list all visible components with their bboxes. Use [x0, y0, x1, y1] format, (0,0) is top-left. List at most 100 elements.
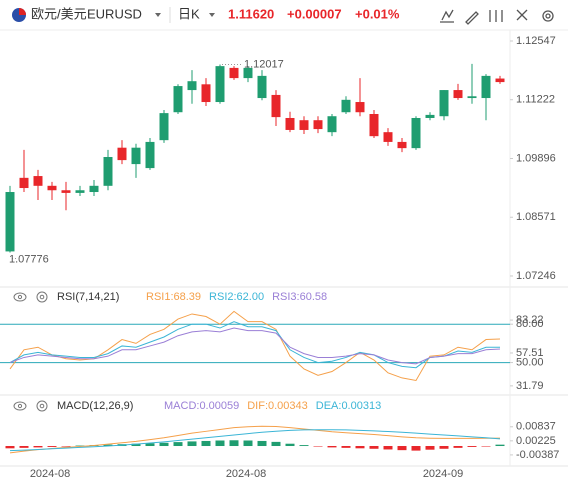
legend-entry: MACD:0.00059	[164, 400, 239, 412]
candle-body	[299, 120, 309, 130]
candle-body	[481, 75, 491, 99]
candle-body	[271, 94, 281, 118]
candle-body	[313, 120, 323, 130]
y-tick-label: 83.22	[516, 314, 544, 326]
price: 1.11620	[228, 6, 274, 21]
candle-body	[187, 81, 197, 91]
period[interactable]: 日K	[178, 6, 200, 21]
macd-bar	[355, 446, 365, 449]
macd-bar	[481, 446, 491, 447]
macd-bar	[411, 446, 421, 451]
macd-bar	[131, 443, 141, 447]
y-tick-label: 0.00837	[516, 421, 556, 433]
candle-body	[327, 116, 337, 133]
y-tick-label: -0.00387	[516, 449, 559, 461]
macd-bar	[33, 446, 43, 448]
macd-bar	[187, 441, 197, 447]
candle-body	[411, 117, 421, 149]
draw-button[interactable]	[465, 11, 479, 25]
macd-bar	[439, 446, 449, 449]
macd-bar	[61, 446, 71, 447]
low-label: 1.07776	[9, 253, 49, 265]
y-tick-label: 1.09896	[516, 152, 556, 164]
candle-body	[355, 102, 365, 113]
candle-body	[495, 78, 505, 83]
change-pct: +0.01%	[355, 6, 400, 21]
x-tick-label: 2024-08	[226, 468, 266, 480]
macd-bar	[313, 446, 323, 447]
candle-body	[117, 147, 127, 161]
candle-body	[369, 114, 379, 137]
y-tick-label: 80.00	[516, 318, 544, 330]
candle-body	[467, 96, 477, 99]
candle-body	[425, 114, 435, 118]
pair-name[interactable]: 欧元/美元	[31, 6, 87, 21]
candle-body	[61, 190, 71, 193]
flag-icon	[12, 8, 26, 22]
candle-body	[47, 185, 57, 191]
candle-body	[439, 90, 449, 117]
indicator-line	[9, 327, 501, 365]
compare-button[interactable]	[489, 10, 503, 22]
y-tick-label: 1.08571	[516, 211, 556, 223]
dropdown-caret[interactable]	[209, 13, 215, 17]
macd-bar	[229, 440, 239, 447]
candle-body	[103, 157, 113, 186]
macd-bar	[47, 446, 57, 447]
macd-bar	[257, 440, 267, 447]
macd-bar	[103, 444, 113, 447]
macd-bar	[75, 445, 85, 447]
settings-button[interactable]	[542, 10, 554, 22]
legend-entry: RSI3:60.58	[272, 291, 327, 303]
y-tick-label: 1.11222	[516, 94, 555, 106]
macd-bar	[173, 442, 183, 447]
dropdown-caret[interactable]	[155, 13, 161, 17]
rsi-title: RSI(7,14,21)	[57, 291, 119, 303]
candle-body	[75, 190, 85, 193]
legend-entry: RSI1:68.39	[146, 291, 201, 303]
legend-entry: DIF:0.00343	[247, 400, 308, 412]
fullscreen-button[interactable]	[516, 9, 528, 21]
legend-entry: DEA:0.00313	[316, 400, 381, 412]
macd-bar	[285, 443, 295, 447]
macd-bar	[19, 446, 29, 448]
candle-body	[285, 117, 295, 130]
y-tick-label: 50.00	[516, 356, 544, 368]
y-tick-label: 1.12547	[516, 35, 556, 47]
macd-bar	[397, 446, 407, 451]
candle-body	[215, 66, 225, 103]
rsi-controls[interactable]	[13, 291, 48, 303]
candle-body	[201, 84, 211, 103]
candle-body	[243, 67, 253, 79]
candle-body	[19, 177, 29, 189]
macd-bar	[201, 440, 211, 447]
macd-bar	[467, 446, 477, 447]
change: +0.00007	[287, 6, 342, 21]
macd-bar	[243, 440, 253, 447]
y-tick-label: 31.79	[516, 380, 544, 392]
symbol[interactable]: EURUSD	[87, 6, 142, 21]
macd-bar	[5, 446, 15, 449]
y-tick-label: 1.07246	[516, 270, 556, 282]
macd-controls[interactable]	[13, 400, 48, 412]
candle-body	[145, 141, 155, 169]
legend-entry: RSI2:62.00	[209, 291, 264, 303]
high-label: 1.12017	[244, 58, 284, 70]
indicator-button[interactable]	[440, 9, 454, 23]
macd-bar	[369, 446, 379, 449]
x-tick-label: 2024-08	[30, 468, 70, 480]
candle-body	[397, 141, 407, 149]
macd-bar	[495, 444, 505, 447]
indicator-line	[9, 425, 501, 454]
candle-body	[341, 99, 351, 113]
macd-bar	[215, 440, 225, 447]
candle-body	[5, 192, 15, 252]
candle-body	[89, 185, 99, 193]
macd-bar	[453, 446, 463, 448]
indicator-line	[9, 429, 501, 452]
candle-body	[383, 132, 393, 142]
macd-bar	[425, 446, 435, 450]
macd-bar	[145, 443, 155, 447]
